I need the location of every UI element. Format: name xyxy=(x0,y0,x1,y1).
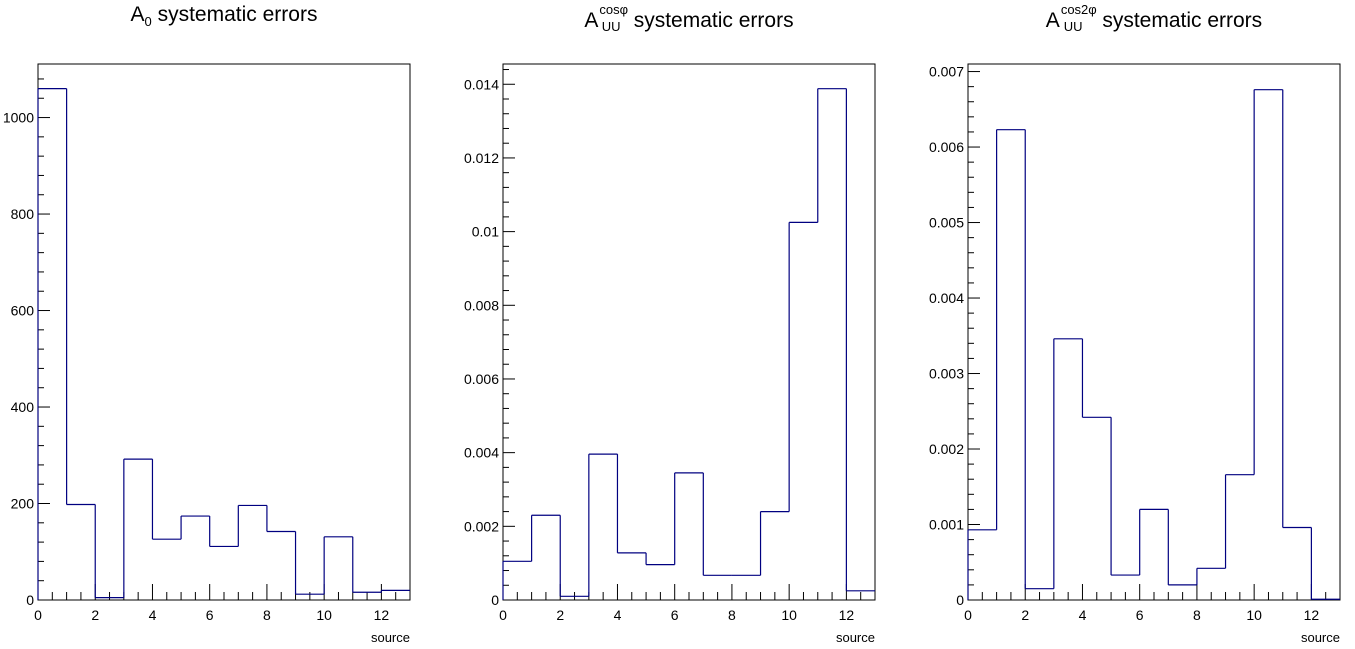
chart-panel-2: Acosφ UU systematic errors 0 2 4 6 8 10 12 0 0.002… xyxy=(464,2,876,645)
x-tick-label: 2 xyxy=(556,607,564,623)
title-base: A xyxy=(1046,9,1060,32)
y-tick-label: 400 xyxy=(11,399,35,415)
y-tick-label: 1000 xyxy=(3,110,34,126)
y-tick-label: 200 xyxy=(11,496,35,512)
chart-panel-3: Acos2φ UU systematic errors 0 2 4 6 8 10 12 0 0.00… xyxy=(929,2,1341,645)
title-subscript: UU xyxy=(1064,19,1083,34)
title-superscript: cos2φ xyxy=(1061,2,1097,17)
x-tick-label: 4 xyxy=(1079,607,1087,623)
x-axis-label: source xyxy=(1301,630,1340,645)
x-tick-label: 6 xyxy=(671,607,679,623)
chart-title: A0 systematic errors xyxy=(131,3,318,29)
title-superscript: cosφ xyxy=(599,2,628,17)
y-tick-label: 600 xyxy=(11,303,35,319)
x-tick-label: 0 xyxy=(499,607,507,623)
x-axis-label: source xyxy=(371,630,410,645)
title-rest: systematic errors xyxy=(152,3,318,26)
x-tick-label: 8 xyxy=(728,607,736,623)
x-tick-label: 4 xyxy=(149,607,157,623)
title-subscript: 0 xyxy=(145,14,152,29)
plot-frame xyxy=(502,63,876,601)
y-tick-label: 0.001 xyxy=(929,517,964,533)
x-tick-label: 6 xyxy=(1136,607,1144,623)
x-tick-label: 10 xyxy=(1246,607,1262,623)
y-tick-label: 0 xyxy=(956,592,964,608)
x-axis-label: source xyxy=(836,630,875,645)
y-tick-label: 0.004 xyxy=(464,445,499,461)
chart-title: Acos2φ UU systematic errors xyxy=(1046,2,1262,34)
x-tick-label: 12 xyxy=(839,607,855,623)
x-tick-label: 10 xyxy=(316,607,332,623)
x-tick-label: 12 xyxy=(1304,607,1320,623)
y-tick-label: 800 xyxy=(11,206,35,222)
plot-frame xyxy=(967,63,1341,601)
x-tick-label: 2 xyxy=(91,607,99,623)
y-tick-label: 0.002 xyxy=(929,441,964,457)
x-tick-label: 0 xyxy=(964,607,972,623)
y-tick-label: 0.002 xyxy=(464,518,499,534)
x-tick-label: 0 xyxy=(34,607,42,623)
y-tick-label: 0 xyxy=(491,592,499,608)
y-tick-label: 0.01 xyxy=(472,224,499,240)
y-tick-label: 0.006 xyxy=(929,139,964,155)
y-tick-label: 0.003 xyxy=(929,366,964,382)
x-tick-label: 12 xyxy=(374,607,390,623)
title-subscript: UU xyxy=(602,19,621,34)
chart-title: Acosφ UU systematic errors xyxy=(584,2,793,34)
y-tick-label: 0.007 xyxy=(929,64,964,80)
y-tick-label: 0 xyxy=(26,592,34,608)
x-tick-label: 8 xyxy=(263,607,271,623)
y-tick-label: 0.006 xyxy=(464,371,499,387)
x-tick-label: 6 xyxy=(206,607,214,623)
x-tick-label: 4 xyxy=(614,607,622,623)
y-tick-label: 0.008 xyxy=(464,297,499,313)
title-rest: systematic errors xyxy=(1096,9,1262,32)
title-rest: systematic errors xyxy=(628,9,794,32)
title-base: A xyxy=(131,3,145,26)
x-tick-label: 8 xyxy=(1193,607,1201,623)
plot-frame xyxy=(37,63,411,601)
x-tick-label: 10 xyxy=(781,607,797,623)
y-tick-label: 0.014 xyxy=(464,76,499,92)
y-tick-label: 0.004 xyxy=(929,290,964,306)
y-tick-label: 0.012 xyxy=(464,150,499,166)
title-base: A xyxy=(584,9,598,32)
x-tick-label: 2 xyxy=(1021,607,1029,623)
y-tick-label: 0.005 xyxy=(929,215,964,231)
